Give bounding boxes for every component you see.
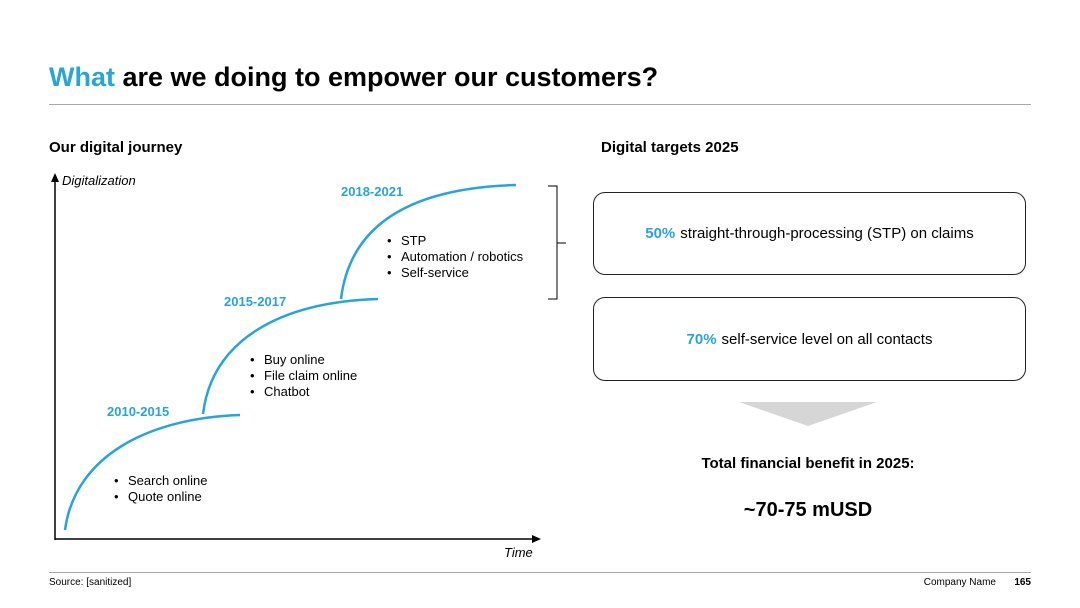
x-axis-arrow-icon (532, 535, 541, 543)
list-item: File claim online (250, 368, 357, 384)
period-label: 2010-2015 (107, 404, 170, 419)
list-item: Automation / robotics (387, 249, 523, 265)
journey-heading: Our digital journey (49, 139, 183, 156)
benefit-value: ~70-75 mUSD (743, 499, 873, 521)
list-item: STP (387, 233, 523, 249)
target-box: 70% self-service level on all contacts (593, 297, 1026, 381)
list-item: Chatbot (250, 384, 357, 400)
period-label: 2018-2021 (341, 184, 404, 199)
list-item: Buy online (250, 352, 357, 368)
target-value: 70% (686, 330, 717, 348)
title-rest: are we doing to empower our customers? (114, 62, 659, 92)
down-arrow-icon (739, 402, 877, 426)
phase-list: STP Automation / robotics Self-service (387, 233, 523, 281)
benefit-label: Total financial benefit in 2025: (701, 455, 915, 472)
company-name: Company Name (923, 577, 996, 588)
targets-heading: Digital targets 2025 (601, 139, 739, 156)
target-text: self-service level on all contacts (721, 330, 933, 348)
page-number: 165 (1014, 577, 1031, 588)
curve-2018-2021 (339, 183, 517, 300)
x-axis-label: Time (504, 545, 533, 560)
footer-divider (49, 572, 1031, 573)
curve-2015-2017 (201, 297, 379, 415)
target-value: 50% (645, 225, 676, 242)
title-divider (49, 104, 1031, 105)
list-item: Quote online (114, 489, 208, 505)
bracket (548, 185, 566, 300)
list-item: Search online (114, 473, 208, 489)
target-text: straight-through-processing (STP) on cla… (680, 225, 974, 242)
curve-2010-2015 (63, 413, 241, 531)
list-item: Self-service (387, 265, 523, 281)
phase-list: Search online Quote online (114, 473, 208, 505)
target-box: 50% straight-through-processing (STP) on … (593, 192, 1026, 275)
title-highlight: What (49, 62, 115, 92)
y-axis-label: Digitalization (62, 173, 136, 188)
source-note: Source: [sanitized] (49, 577, 132, 588)
period-label: 2015-2017 (224, 294, 287, 309)
slide-title: What are we doing to empower our custome… (49, 62, 658, 93)
y-axis-arrow-icon (51, 173, 59, 182)
phase-list: Buy online File claim online Chatbot (250, 352, 357, 400)
